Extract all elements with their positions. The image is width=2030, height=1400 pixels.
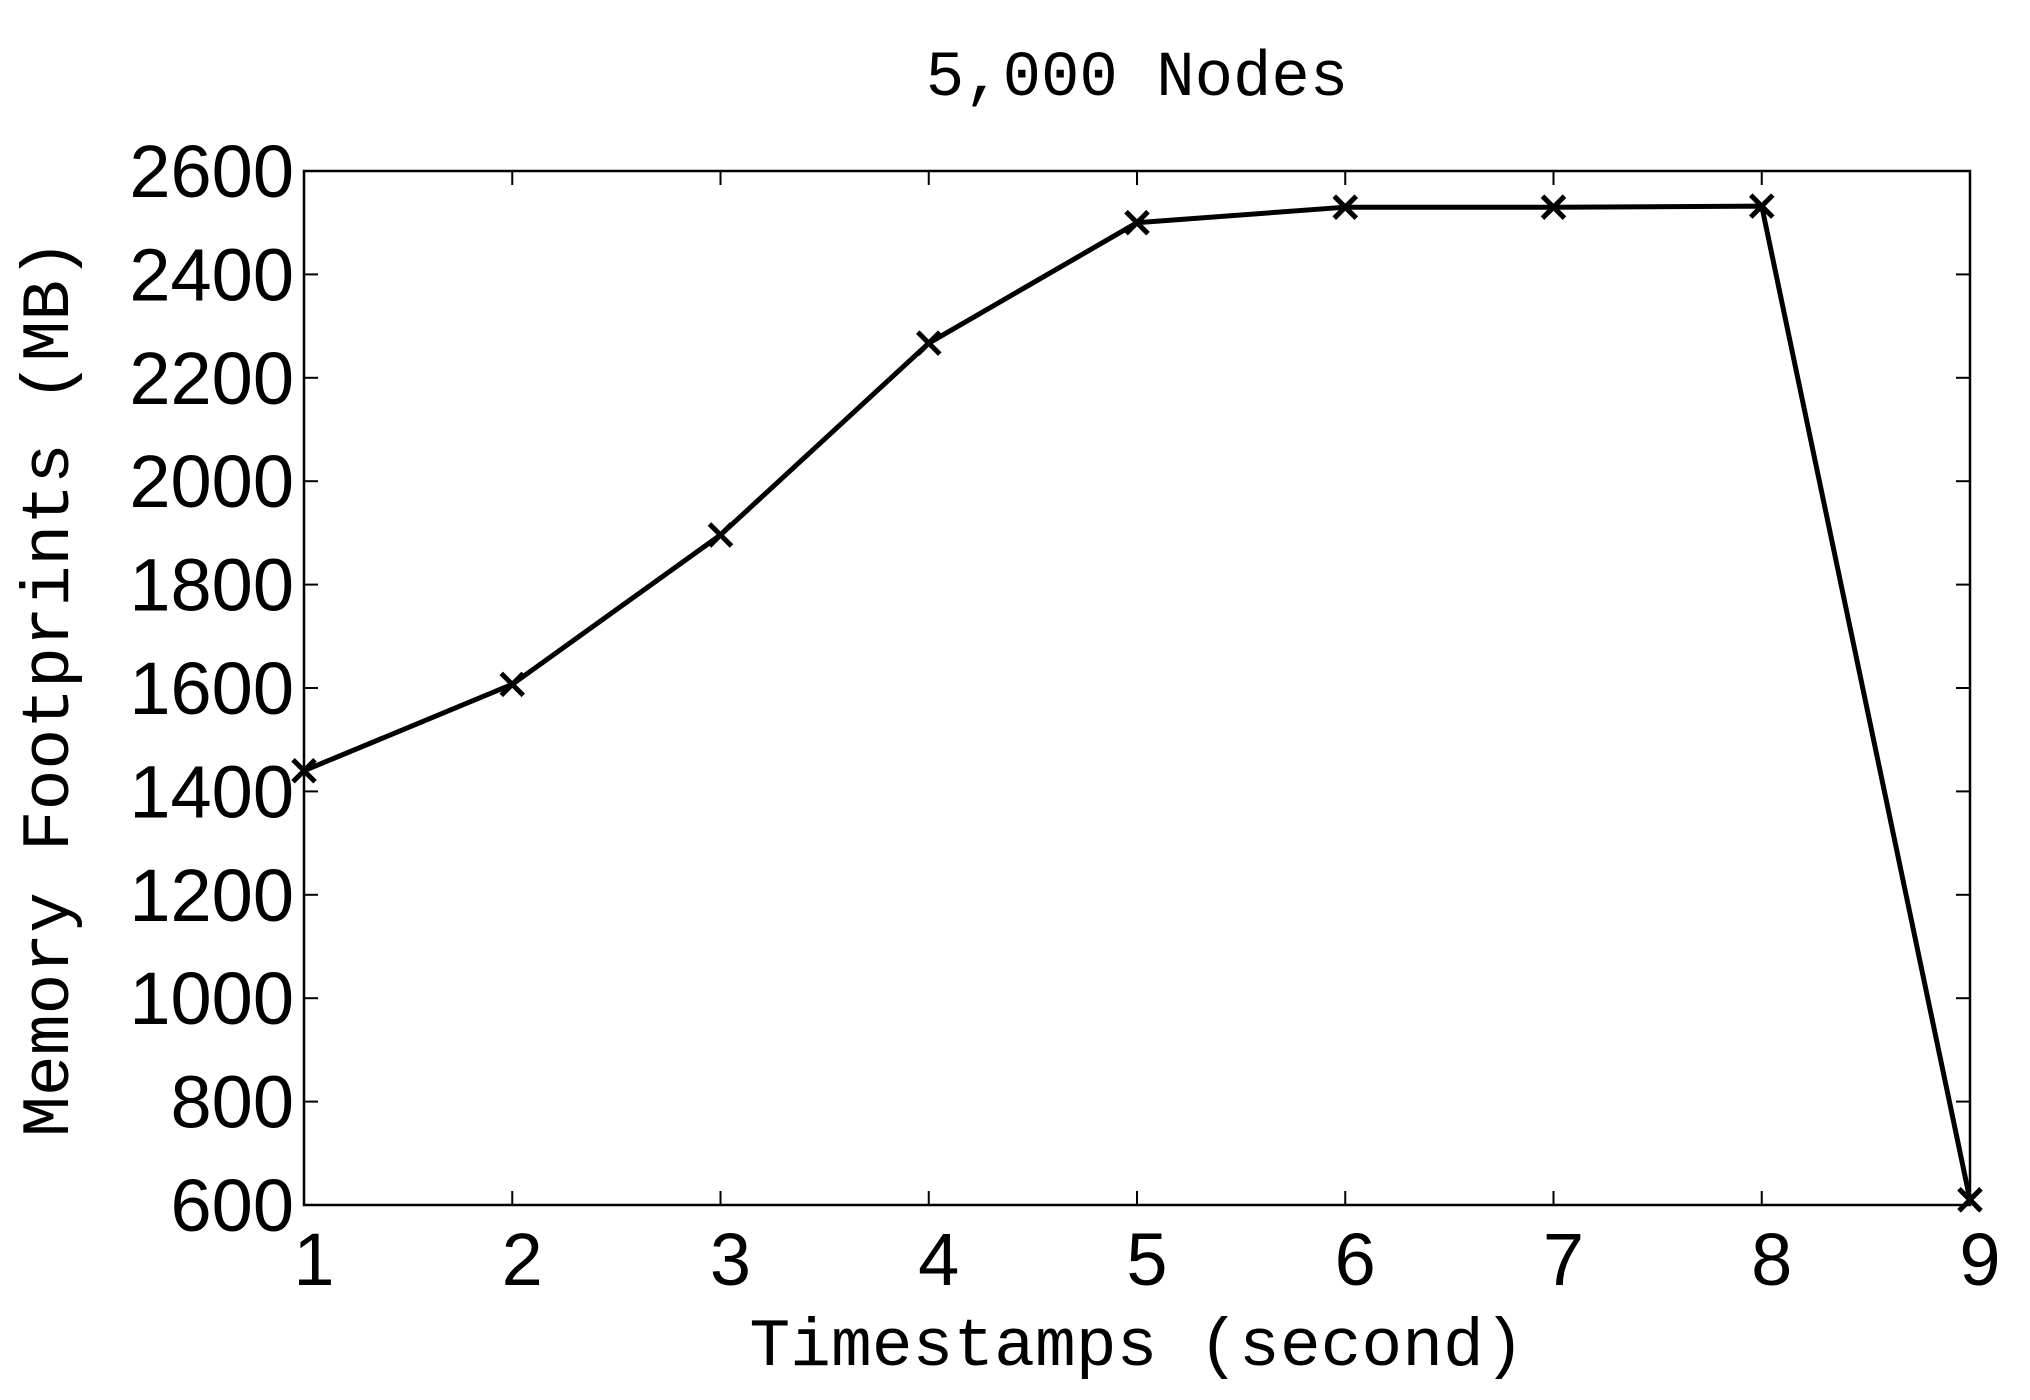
- x-tick-label: 2: [502, 1218, 543, 1301]
- y-tick-label: 1000: [129, 957, 294, 1040]
- plot-frame: [302, 169, 1972, 1207]
- x-tick-label: 6: [1335, 1218, 1376, 1301]
- y-tick-label: 2400: [129, 233, 294, 316]
- marker: [707, 522, 734, 548]
- marker: [1540, 194, 1567, 220]
- y-tick-label: 2200: [129, 337, 294, 420]
- y-tick-label: 1200: [129, 854, 294, 937]
- chart-title: 5,000 Nodes: [926, 43, 1348, 115]
- x-tick-label: 5: [1126, 1218, 1167, 1301]
- y-tick-label: 2000: [129, 440, 294, 523]
- x-tick-label: 1: [293, 1218, 334, 1301]
- marker: [1332, 194, 1359, 220]
- x-tick-label: 7: [1543, 1218, 1584, 1301]
- marker: [1957, 1187, 1983, 1213]
- marker: [1748, 193, 1775, 219]
- marker: [499, 671, 526, 698]
- x-axis-label: Timestamps (second): [749, 1309, 1524, 1386]
- data-line: [303, 203, 1973, 1201]
- y-tick-label: 1600: [129, 647, 294, 730]
- marker: [291, 757, 317, 784]
- y-tick-label: 600: [171, 1164, 294, 1247]
- x-tick-label: 3: [710, 1218, 751, 1301]
- x-tick-label: 8: [1751, 1218, 1792, 1301]
- y-tick-label: 1800: [129, 544, 294, 627]
- y-tick-label: 800: [171, 1061, 294, 1144]
- marker: [1124, 209, 1150, 236]
- y-tick-label: 2600: [129, 130, 294, 213]
- x-tick-label: 4: [918, 1218, 959, 1301]
- y-tick-label: 1400: [129, 750, 294, 833]
- y-axis-label: Memory Footprints (MB): [12, 239, 89, 1137]
- x-tick-label: 9: [1959, 1218, 2000, 1301]
- marker: [915, 330, 942, 356]
